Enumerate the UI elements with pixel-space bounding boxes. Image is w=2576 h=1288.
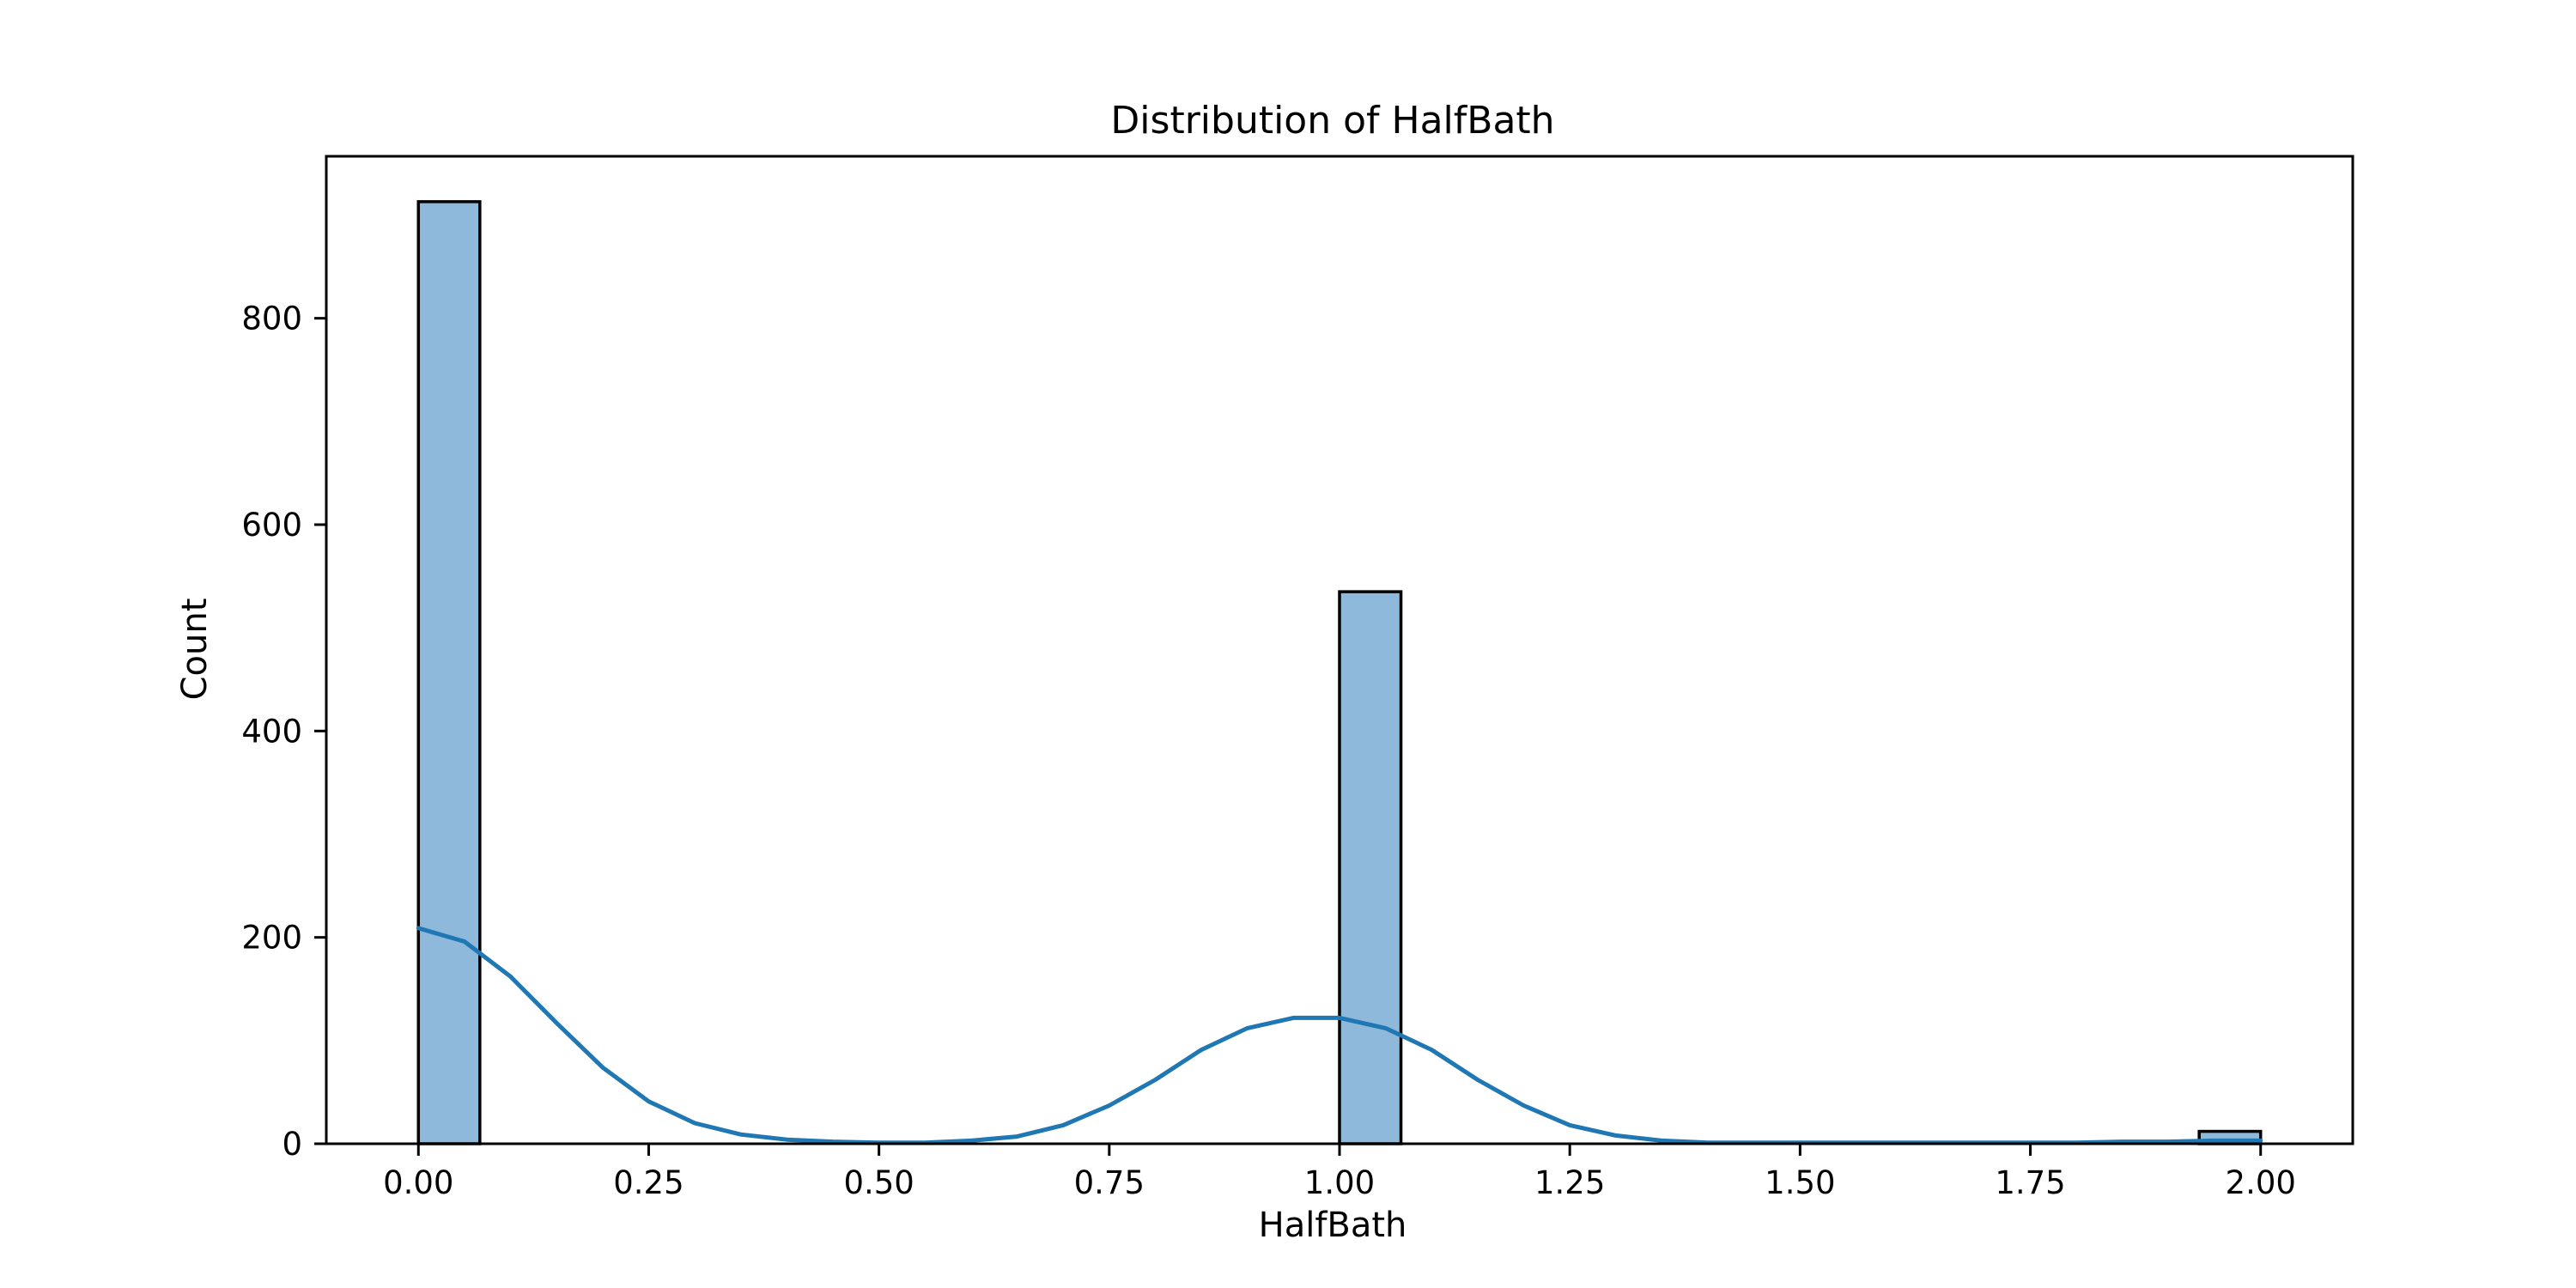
x-tick-label-1: 0.25 xyxy=(613,1164,683,1201)
x-tick-label-2: 0.50 xyxy=(843,1164,914,1201)
x-tick-label-0: 0.00 xyxy=(383,1164,453,1201)
x-tick-label-6: 1.50 xyxy=(1765,1164,1835,1201)
y-tick-label-4: 800 xyxy=(241,301,302,337)
histogram-bar-1 xyxy=(1338,590,1403,1145)
bars-layer xyxy=(416,200,2263,1145)
x-tick-label-4: 1.00 xyxy=(1304,1164,1375,1201)
x-tick-label-5: 1.25 xyxy=(1534,1164,1605,1201)
y-tick-label-3: 600 xyxy=(241,507,302,544)
x-tick-label-7: 1.75 xyxy=(1995,1164,2065,1201)
y-tick-label-1: 200 xyxy=(241,920,302,957)
x-tick-label-8: 2.00 xyxy=(2226,1164,2296,1201)
plot-frame xyxy=(325,155,2354,1145)
y-axis-ticks: 0 200 400 600 800 xyxy=(241,301,326,1163)
x-axis-label: HalfBath xyxy=(1259,1206,1407,1245)
y-tick-label-0: 0 xyxy=(282,1126,302,1163)
y-axis-label: Count xyxy=(175,598,215,701)
histogram-bar-0 xyxy=(416,200,482,1145)
y-tick-label-2: 400 xyxy=(241,713,302,750)
chart-title: Distribution of HalfBath xyxy=(1110,99,1554,143)
x-tick-label-3: 0.75 xyxy=(1074,1164,1145,1201)
x-axis-ticks: 0.00 0.25 0.50 0.75 1.00 1.25 1.50 1.75 2.00 xyxy=(383,1144,2296,1201)
